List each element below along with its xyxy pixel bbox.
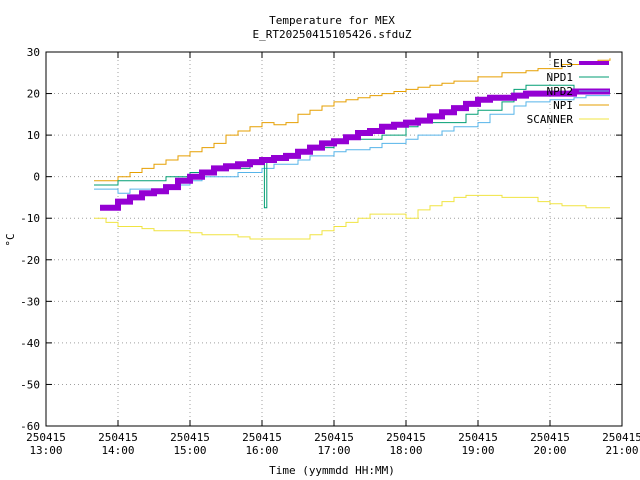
x-tick-date-label: 250415 — [170, 431, 210, 444]
x-tick-date-label: 250415 — [314, 431, 354, 444]
y-tick-label: 10 — [27, 129, 40, 142]
x-tick-date-label: 250415 — [530, 431, 570, 444]
chart-subtitle: E_RT20250415105426.sfduZ — [253, 28, 412, 41]
chart-title: Temperature for MEX — [269, 14, 395, 27]
x-tick-time-label: 20:00 — [533, 444, 566, 457]
legend-label-npd1: NPD1 — [547, 71, 574, 84]
y-tick-label: -30 — [20, 295, 40, 308]
x-tick-time-label: 19:00 — [461, 444, 494, 457]
y-tick-label: -20 — [20, 254, 40, 267]
y-tick-label: 20 — [27, 88, 40, 101]
y-tick-label: 30 — [27, 46, 40, 59]
x-tick-time-label: 21:00 — [605, 444, 638, 457]
x-tick-date-label: 250415 — [602, 431, 640, 444]
plot-frame — [45, 51, 623, 427]
legend-label-npi: NPI — [553, 99, 573, 112]
axes: -60-50-40-30-20-10010203025041513:002504… — [20, 46, 640, 457]
x-tick-time-label: 16:00 — [245, 444, 278, 457]
y-tick-label: -50 — [20, 378, 40, 391]
x-tick-date-label: 250415 — [242, 431, 282, 444]
x-tick-time-label: 18:00 — [389, 444, 422, 457]
series-line-npi — [94, 58, 611, 182]
series-line-npd2 — [94, 95, 610, 194]
x-tick-date-label: 250415 — [458, 431, 498, 444]
legend-label-npd2: NPD2 — [547, 85, 574, 98]
x-tick-date-label: 250415 — [386, 431, 426, 444]
legend-label-els: ELS — [553, 57, 573, 70]
y-tick-label: 0 — [33, 171, 40, 184]
y-axis-label: °C — [4, 233, 17, 246]
x-tick-time-label: 13:00 — [29, 444, 62, 457]
x-tick-time-label: 17:00 — [317, 444, 350, 457]
x-tick-time-label: 14:00 — [101, 444, 134, 457]
x-tick-time-label: 15:00 — [173, 444, 206, 457]
x-tick-date-label: 250415 — [26, 431, 66, 444]
y-tick-label: -10 — [20, 212, 40, 225]
series-group — [94, 58, 611, 240]
series-line-scanner — [94, 194, 610, 240]
series-line-els — [100, 88, 610, 211]
grid-lines — [46, 52, 622, 426]
x-tick-date-label: 250415 — [98, 431, 138, 444]
x-axis-label: Time (yymmdd HH:MM) — [269, 464, 395, 477]
y-tick-label: -40 — [20, 337, 40, 350]
legend-label-scanner: SCANNER — [527, 113, 574, 126]
y-tick-label: -60 — [20, 420, 40, 433]
